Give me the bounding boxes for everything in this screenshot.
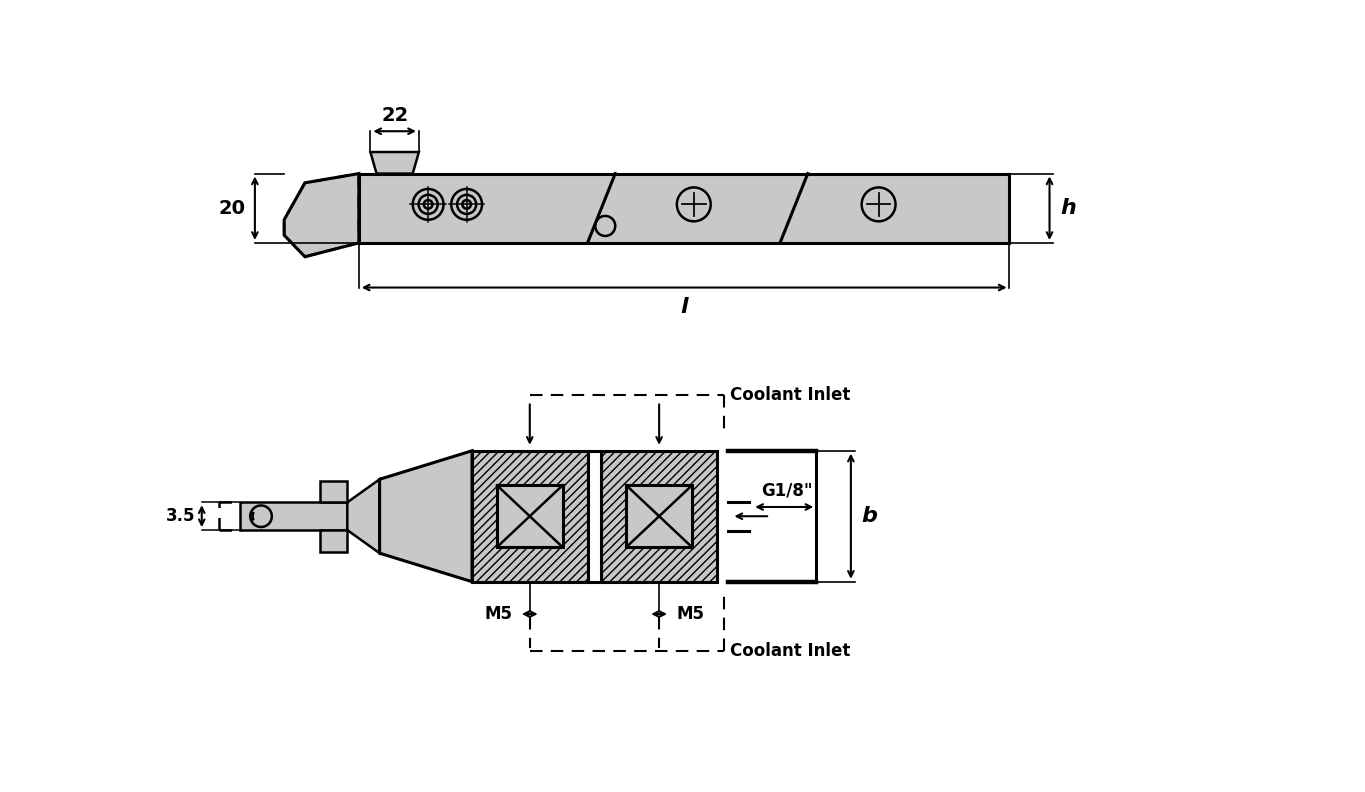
Polygon shape [347, 479, 379, 553]
Circle shape [250, 505, 272, 527]
Bar [240, 502, 347, 530]
Text: 3.5: 3.5 [167, 507, 195, 525]
Polygon shape [284, 173, 359, 257]
Text: 22: 22 [381, 106, 408, 125]
FancyBboxPatch shape [359, 173, 1010, 243]
Text: l: l [680, 297, 688, 317]
Bar [321, 530, 347, 552]
Bar [587, 451, 602, 581]
Text: Coolant Inlet: Coolant Inlet [730, 386, 850, 405]
Text: 20: 20 [218, 199, 246, 218]
Bar [472, 451, 587, 581]
Bar [321, 481, 347, 502]
Text: Coolant Inlet: Coolant Inlet [730, 642, 850, 660]
Text: M5: M5 [676, 605, 704, 623]
Text: b: b [861, 506, 878, 526]
Polygon shape [370, 152, 419, 173]
Bar [497, 485, 562, 547]
Text: G1/8": G1/8" [762, 482, 814, 499]
Text: h: h [1061, 198, 1076, 219]
Bar [627, 485, 692, 547]
Bar [602, 451, 717, 581]
Polygon shape [379, 451, 472, 581]
Text: M5: M5 [485, 605, 513, 623]
